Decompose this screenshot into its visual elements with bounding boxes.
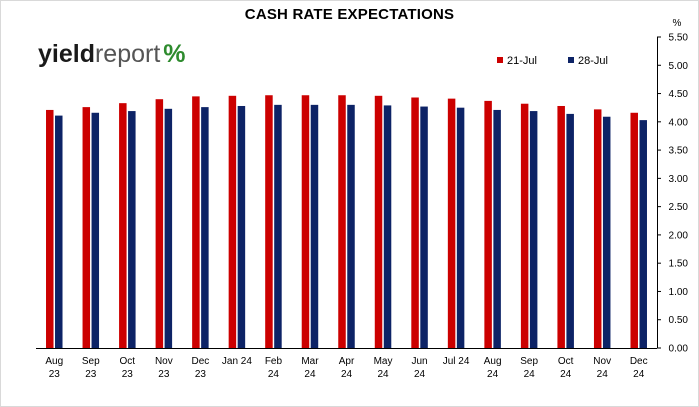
bar-series2-10 [420, 106, 428, 349]
bar-series1-0 [46, 109, 54, 348]
bar-series2-4 [201, 107, 209, 348]
x-tick-label: 24 [341, 369, 353, 380]
x-tick-label: 23 [85, 369, 97, 380]
x-tick-label: Aug [45, 356, 63, 367]
bar-series1-3 [155, 99, 164, 348]
bar-series1-16 [630, 112, 638, 349]
bar-series1-9 [374, 95, 383, 348]
x-tick-label: 23 [49, 369, 61, 380]
y-tick-label: 2.50 [669, 202, 689, 213]
y-tick-label: 1.00 [669, 287, 689, 298]
x-tick-label: 24 [597, 369, 609, 380]
y-tick-label: 4.00 [669, 117, 689, 128]
bar-series1-12 [484, 100, 492, 348]
x-tick-label: Oct [558, 356, 574, 367]
bar-series2-9 [383, 105, 392, 348]
bar-series2-14 [566, 113, 574, 348]
y-tick-label: 0.50 [669, 315, 689, 326]
bar-series2-16 [639, 120, 647, 348]
y-tick-label: 5.00 [669, 61, 689, 72]
y-tick-label: 3.50 [669, 146, 689, 157]
x-tick-label: Nov [593, 356, 611, 367]
x-tick-label: Aug [484, 356, 502, 367]
legend-swatch-2 [568, 57, 574, 63]
svg-text:yieldreport%: yieldreport% [38, 40, 186, 68]
legend-swatch-1 [497, 57, 503, 63]
x-tick-label: Oct [120, 356, 136, 367]
x-tick-label: 24 [414, 369, 426, 380]
x-tick-label: Sep [520, 356, 538, 367]
x-tick-label: Feb [265, 356, 283, 367]
bar-series2-0 [55, 115, 63, 349]
x-tick-label: 24 [377, 369, 389, 380]
bar-series1-14 [557, 105, 565, 349]
y-tick-label: 5.50 [669, 33, 689, 44]
bar-series2-6 [274, 104, 282, 348]
x-tick-label: Sep [82, 356, 100, 367]
bar-series1-7 [301, 95, 310, 348]
x-tick-label: Dec [630, 356, 648, 367]
bar-series2-3 [164, 108, 173, 348]
bar-series2-7 [310, 104, 319, 348]
bar-series1-11 [447, 98, 456, 348]
bar-series1-8 [338, 95, 346, 348]
y-tick-label: 0.00 [669, 344, 689, 355]
x-tick-label: 24 [560, 369, 572, 380]
x-tick-label: 23 [158, 369, 170, 380]
y-axis-unit-label: % [673, 18, 682, 29]
x-tick-label: 24 [487, 369, 499, 380]
logo-text-report: report [95, 40, 160, 68]
y-tick-label: 3.00 [669, 174, 689, 185]
bar-series2-5 [237, 105, 246, 349]
x-tick-label: Nov [155, 356, 173, 367]
bar-series1-6 [265, 95, 273, 348]
x-tick-label: May [374, 356, 393, 367]
legend: 21-Jul 28-Jul [497, 55, 608, 67]
bar-series2-1 [91, 112, 100, 349]
plot-area [46, 95, 647, 349]
x-tick-label: 23 [195, 369, 207, 380]
bar-series1-4 [192, 96, 200, 348]
y-axis: 0.00 0.50 1.00 1.50 2.00 2.50 3.00 3.50 4.00 4.50… [657, 18, 688, 355]
y-tick-label: 4.50 [669, 89, 689, 100]
bar-series1-1 [82, 107, 91, 348]
legend-label-1: 21-Jul [507, 55, 537, 67]
bar-series1-5 [228, 95, 237, 348]
x-tick-label: Dec [191, 356, 209, 367]
bar-series2-2 [128, 111, 136, 348]
legend-label-2: 28-Jul [578, 55, 608, 67]
x-tick-label: 24 [268, 369, 280, 380]
bar-series1-10 [411, 97, 419, 349]
bar-series2-13 [529, 111, 538, 348]
bar-series2-12 [493, 109, 501, 348]
bar-series1-15 [593, 109, 602, 349]
x-tick-label: Mar [301, 356, 319, 367]
bar-series2-11 [456, 107, 465, 348]
bar-series1-13 [520, 103, 529, 348]
x-tick-label: 23 [122, 369, 134, 380]
logo-percent-sign: % [163, 40, 185, 68]
bar-series2-8 [347, 104, 355, 348]
logo-text-yield: yield [38, 40, 95, 68]
x-tick-label: Apr [339, 356, 355, 367]
x-tick-label: 24 [524, 369, 536, 380]
x-axis: Aug 23 Sep 23 Oct 23 Nov 23 Dec 23 Jan 24 Feb 24 Mar 2… [36, 348, 657, 380]
x-tick-label: 24 [633, 369, 645, 380]
yieldreport-logo: yieldreport% [38, 40, 186, 68]
bar-series1-2 [119, 103, 127, 349]
y-tick-label: 2.00 [669, 230, 689, 241]
x-tick-label: Jan 24 [222, 356, 252, 367]
bar-series2-15 [602, 116, 611, 348]
chart-title: CASH RATE EXPECTATIONS [244, 6, 455, 23]
y-tick-label: 1.50 [669, 259, 689, 270]
x-tick-label: Jun [411, 356, 427, 367]
x-tick-label: Jul 24 [443, 356, 470, 367]
x-tick-label: 24 [304, 369, 316, 380]
